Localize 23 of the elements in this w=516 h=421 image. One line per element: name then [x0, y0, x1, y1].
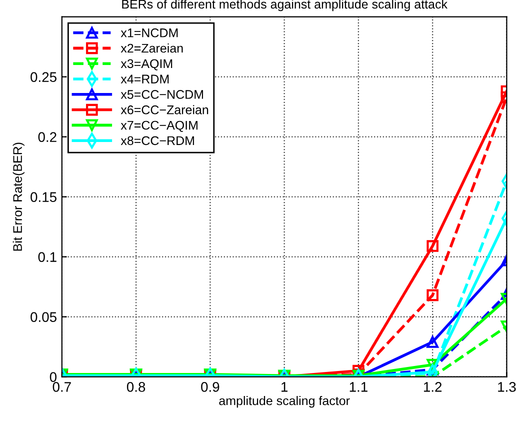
legend-label: x3=AQIM	[120, 59, 172, 70]
y-tick-label: 0.2	[38, 132, 56, 142]
y-tick-label: 0.15	[30, 192, 56, 202]
x-tick-label: 0.8	[126, 382, 146, 392]
y-tick-label: 0.25	[30, 72, 56, 82]
legend-label: x4=RDM	[120, 74, 169, 84]
legend-label: x5=CC−NCDM	[120, 90, 203, 99]
y-tick-label: 0	[50, 372, 57, 382]
legend-label: x6=CC−Zareian	[120, 105, 208, 114]
x-axis-title: amplitude scaling factor	[219, 396, 350, 408]
x-tick-label: 1.2	[424, 382, 442, 392]
x-tick-label: 0.7	[52, 382, 71, 392]
legend-label: x8=CC−RDM	[120, 136, 194, 146]
x-tick-label: 0.9	[201, 382, 220, 392]
y-tick-label: 0.1	[38, 252, 56, 262]
y-tick-label: 0.05	[30, 312, 56, 322]
legend-label: x2=Zareian	[120, 43, 183, 53]
x-tick-label: 1.3	[498, 382, 516, 392]
x-tick-label: 1	[282, 382, 288, 392]
x-tick-label: 1.1	[350, 382, 368, 392]
y-axis-title: Bit Error Rate(BER)	[12, 142, 24, 251]
legend-label: x7=CC−AQIM	[120, 120, 198, 132]
legend-label: x1=NCDM	[120, 28, 178, 38]
